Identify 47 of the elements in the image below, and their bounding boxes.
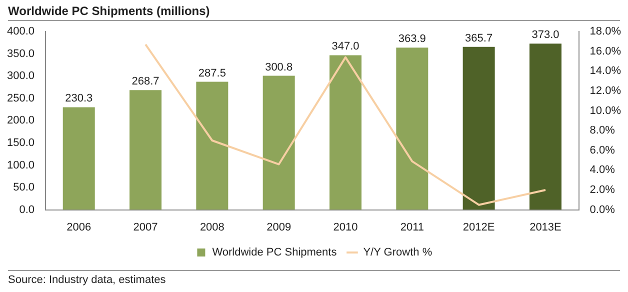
y2-tick-label: 8.0% [590, 124, 616, 137]
source-note: Source: Industry data, estimates [8, 274, 166, 286]
data-label: 365.7 [465, 32, 493, 44]
y-tick-label: 0.0 [19, 204, 35, 216]
y-tick-label: 300.0 [6, 70, 35, 82]
data-label: 230.3 [65, 92, 93, 105]
bar [462, 46, 495, 210]
data-label: 347.0 [332, 40, 360, 53]
data-label: 268.7 [132, 76, 160, 88]
y2-tick-label: 2.0% [590, 184, 616, 196]
data-label: 300.8 [265, 61, 293, 74]
y2-tick-label: 10.0% [590, 104, 622, 117]
legend-label: Worldwide PC Shipments [212, 246, 338, 259]
data-label: 363.9 [398, 33, 426, 46]
y-tick-label: 50.0 [13, 182, 35, 194]
bar [262, 76, 295, 210]
x-tick-label: 2012E [462, 221, 495, 234]
data-label: 373.0 [532, 29, 560, 42]
x-tick-label: 2006 [66, 221, 92, 234]
x-tick-label: 2009 [266, 221, 292, 234]
y2-tick-label: 12.0% [590, 85, 622, 98]
bar [529, 44, 562, 210]
y-tick-label: 400.0 [6, 26, 35, 38]
x-tick-label: 2007 [133, 221, 158, 234]
legend-label: Y/Y Growth % [363, 246, 432, 259]
y2-tick-label: 4.0% [590, 164, 616, 176]
x-tick-label: 2011 [400, 221, 424, 234]
bar [196, 82, 228, 210]
y2-tick-label: 6.0% [590, 144, 616, 156]
y2-tick-label: 0.0% [590, 204, 616, 216]
data-label: 287.5 [198, 67, 226, 80]
bar [130, 90, 162, 210]
y2-tick-label: 18.0% [590, 26, 622, 38]
y-tick-label: 200.0 [6, 114, 35, 127]
x-tick-label: 2008 [200, 221, 224, 234]
y-tick-label: 100.0 [6, 159, 35, 172]
chart-title: Worldwide PC Shipments (millions) [8, 4, 210, 18]
y-tick-label: 250.0 [6, 92, 35, 104]
y2-tick-label: 14.0% [590, 65, 622, 78]
x-tick-label: 2010 [333, 221, 358, 234]
bar [62, 107, 95, 210]
bar [396, 48, 428, 210]
bar [330, 55, 362, 210]
y2-tick-label: 16.0% [590, 45, 622, 58]
y-tick-label: 150.0 [6, 137, 35, 150]
x-tick-label: 2013E [530, 221, 562, 234]
y-tick-label: 350.0 [6, 48, 35, 60]
